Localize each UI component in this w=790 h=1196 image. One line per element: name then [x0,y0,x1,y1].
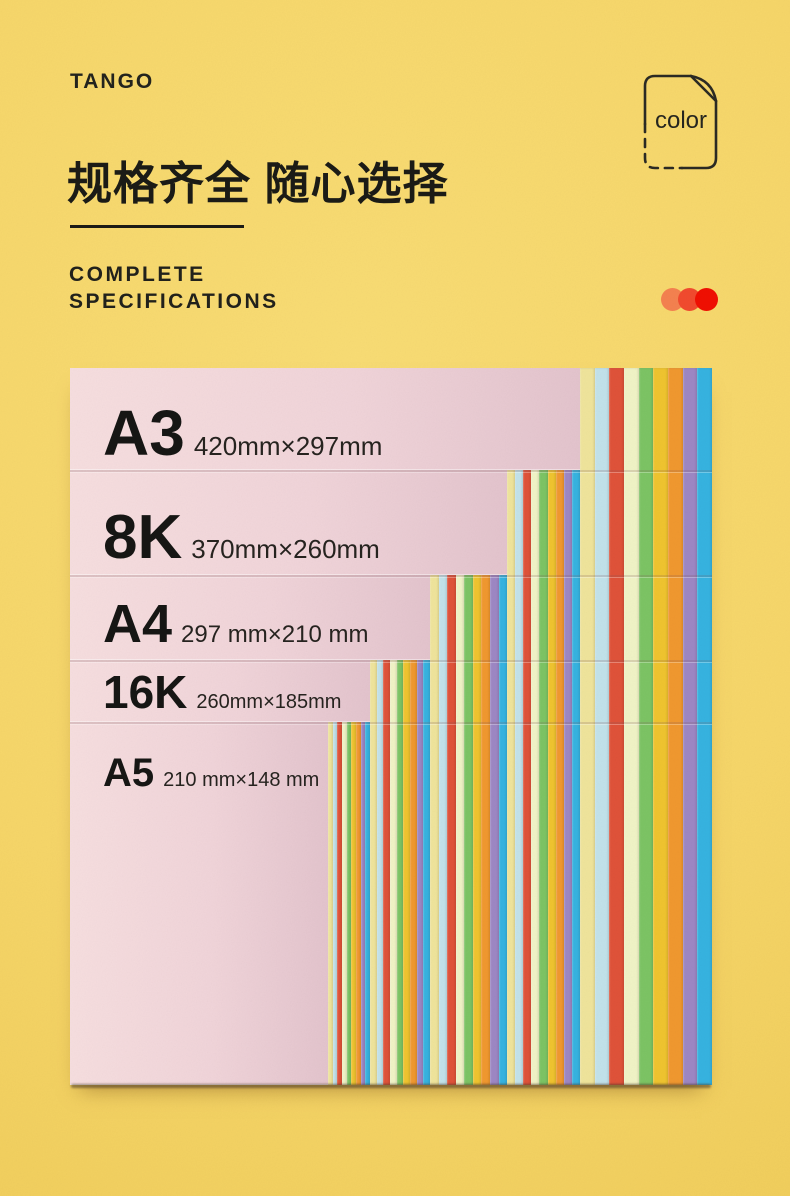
paper-edge-stripe [653,368,669,1085]
paper-edge-stripe [638,368,654,1085]
paper-edge-stripe [531,470,540,1085]
size-label-group: A3 420mm×297mm [70,401,382,470]
paper-edge-stripe [609,368,625,1085]
paper-edge-band [328,722,371,1085]
paper-sheet-a3: A3 420mm×297mm [70,368,580,470]
size-label-group: 16K 260mm×185mm [70,669,341,722]
size-dimensions: 297 mm×210 mm [181,621,369,648]
sheet-step-seam [70,722,712,724]
paper-edge-stripe [624,368,639,1085]
paper-edge-stripe [464,575,473,1085]
sheet-step-seam [70,660,712,662]
size-label-group: A4 297 mm×210 mm [70,597,368,660]
paper-edge-stripe [489,575,499,1085]
size-dimensions: 210 mm×148 mm [163,769,320,791]
title-underline [70,225,244,228]
paper-sheet-8k: 8K 370mm×260mm [70,470,507,575]
paper-edge-band [430,575,508,1085]
size-name: A4 [103,594,173,654]
sheet-step-seam [70,575,712,577]
paper-sheet-a4: A4 297 mm×210 mm [70,575,430,660]
paper-edge-stripe [523,470,532,1085]
paper-edge-stripe [455,575,465,1085]
size-dimensions: 260mm×185mm [196,691,342,713]
page-title: 规格齐全 随心选择 [67,158,449,209]
paper-sheet-a5: A5 210 mm×148 mm [70,722,328,1085]
accent-dots [661,288,718,311]
accent-dot [695,288,718,311]
size-label-group: A5 210 mm×148 mm [70,722,319,793]
paper-edge-stripe [481,575,490,1085]
size-name: A5 [103,751,155,795]
paper-edge-stripe [697,368,713,1085]
size-name: 8K [103,503,183,572]
subtitle-line-2: SPECIFICATIONS [69,290,279,313]
paper-edge-stripe [571,470,580,1085]
paper-edge-band [580,368,713,1085]
size-name: 16K [103,666,188,718]
paper-edge-stripe [507,470,516,1085]
subtitle-line-1: COMPLETE [69,263,206,286]
paper-edge-stripe [668,368,683,1085]
paper-edge-stripe [547,470,556,1085]
paper-edge-band [507,470,580,1085]
paper-edge-stripe [563,470,572,1085]
brand-logo: TANGO [70,70,155,93]
icon-label: color [654,107,708,134]
paper-edge-stripe [539,470,548,1085]
paper-sheet-16k: 16K 260mm×185mm [70,660,370,722]
paper-edge-stripe [438,575,448,1085]
paper-edge-stripe [365,722,371,1085]
paper-edge-stripe [447,575,456,1085]
subtitle: COMPLETE SPECIFICATIONS [69,261,279,315]
color-paper-icon: color [642,72,720,172]
paper-edge-stripe [682,368,698,1085]
paper-edge-stripe [594,368,610,1085]
paper-edge-stripe [555,470,564,1085]
paper-edge-stripe [498,575,508,1085]
size-label-group: 8K 370mm×260mm [70,507,380,575]
paper-edge-stripe [580,368,595,1085]
size-dimensions: 420mm×297mm [193,431,383,461]
size-name: A3 [103,397,185,469]
size-dimensions: 370mm×260mm [191,534,380,564]
paper-size-stack: A3 420mm×297mm 8K 370mm×260mm A4 297 mm×210 m… [70,368,713,1085]
paper-edge-stripe [430,575,439,1085]
paper-edge-stripe [472,575,482,1085]
sheet-step-seam [70,470,712,472]
paper-edge-stripe [515,470,524,1085]
